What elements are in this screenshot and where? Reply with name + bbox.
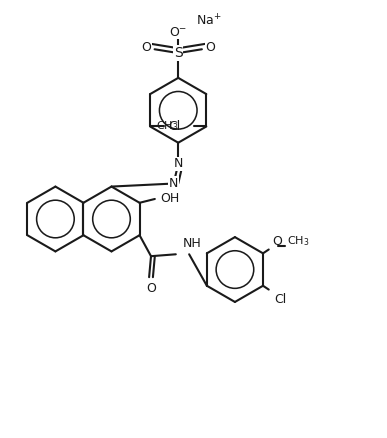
Text: N: N <box>173 157 183 170</box>
Text: O$^{-}$: O$^{-}$ <box>169 25 187 39</box>
Text: O: O <box>146 282 156 295</box>
Text: O: O <box>205 41 215 54</box>
Text: NH: NH <box>183 237 201 250</box>
Text: Na$^{+}$: Na$^{+}$ <box>196 13 221 28</box>
Text: Cl: Cl <box>274 293 287 306</box>
Text: S: S <box>174 46 183 60</box>
Text: O: O <box>141 41 151 54</box>
Text: CH$_{3}$: CH$_{3}$ <box>156 120 178 134</box>
Text: O: O <box>272 235 282 247</box>
Text: CH$_3$: CH$_3$ <box>287 234 310 247</box>
Text: Cl: Cl <box>168 120 180 133</box>
Text: OH: OH <box>161 192 180 205</box>
Text: N: N <box>169 177 178 190</box>
